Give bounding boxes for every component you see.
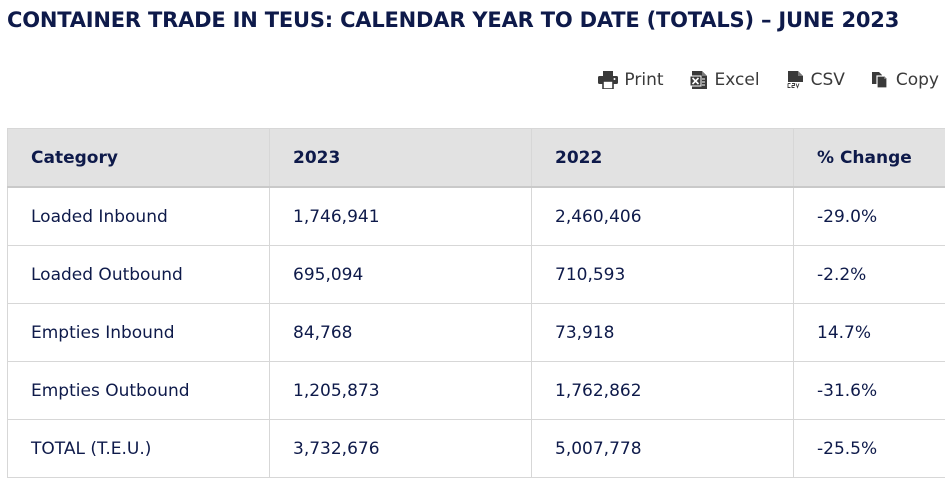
cell-2022: 1,762,862 bbox=[531, 361, 794, 420]
print-label: Print bbox=[624, 70, 664, 90]
cell-percent-change: -2.2% bbox=[793, 245, 945, 304]
page-title: CONTAINER TRADE IN TEUS: CALENDAR YEAR T… bbox=[7, 8, 900, 32]
cell-category: Loaded Inbound bbox=[7, 186, 270, 246]
table-row: TOTAL (T.E.U.) 3,732,676 5,007,778 -25.5… bbox=[7, 419, 945, 478]
csv-button[interactable]: CSV bbox=[785, 70, 845, 90]
cell-2022: 2,460,406 bbox=[531, 186, 794, 246]
cell-percent-change: 14.7% bbox=[793, 303, 945, 362]
column-header-2022[interactable]: 2022 bbox=[531, 128, 794, 188]
csv-label: CSV bbox=[810, 70, 845, 90]
table-header-row: Category 2023 2022 % Change bbox=[7, 128, 945, 188]
csv-file-icon bbox=[785, 70, 805, 90]
excel-label: Excel bbox=[714, 70, 760, 90]
export-toolbar: Print Excel bbox=[598, 70, 939, 90]
cell-2023: 84,768 bbox=[269, 303, 532, 362]
cell-category: Empties Outbound bbox=[7, 361, 270, 420]
cell-category: Loaded Outbound bbox=[7, 245, 270, 304]
cell-2022: 710,593 bbox=[531, 245, 794, 304]
column-header-percent-change[interactable]: % Change bbox=[793, 128, 945, 188]
cell-2022: 5,007,778 bbox=[531, 419, 794, 478]
table-row: Empties Inbound 84,768 73,918 14.7% bbox=[7, 303, 945, 362]
cell-2023: 1,746,941 bbox=[269, 186, 532, 246]
cell-category: TOTAL (T.E.U.) bbox=[7, 419, 270, 478]
container-trade-table: Category 2023 2022 % Change Loaded Inbou… bbox=[7, 128, 945, 478]
column-header-2023[interactable]: 2023 bbox=[269, 128, 532, 188]
table-row: Loaded Outbound 695,094 710,593 -2.2% bbox=[7, 245, 945, 304]
cell-category: Empties Inbound bbox=[7, 303, 270, 362]
column-header-category[interactable]: Category bbox=[7, 128, 270, 188]
table-row: Loaded Inbound 1,746,941 2,460,406 -29.0… bbox=[7, 186, 945, 246]
cell-2022: 73,918 bbox=[531, 303, 794, 362]
cell-2023: 1,205,873 bbox=[269, 361, 532, 420]
cell-percent-change: -29.0% bbox=[793, 186, 945, 246]
copy-icon bbox=[870, 70, 890, 90]
cell-percent-change: -31.6% bbox=[793, 361, 945, 420]
cell-2023: 3,732,676 bbox=[269, 419, 532, 478]
table-row: Empties Outbound 1,205,873 1,762,862 -31… bbox=[7, 361, 945, 420]
copy-label: Copy bbox=[895, 70, 939, 90]
print-button[interactable]: Print bbox=[598, 70, 664, 90]
copy-button[interactable]: Copy bbox=[870, 70, 939, 90]
cell-percent-change: -25.5% bbox=[793, 419, 945, 478]
excel-button[interactable]: Excel bbox=[689, 70, 760, 90]
printer-icon bbox=[598, 71, 619, 89]
excel-file-icon bbox=[689, 70, 709, 90]
cell-2023: 695,094 bbox=[269, 245, 532, 304]
